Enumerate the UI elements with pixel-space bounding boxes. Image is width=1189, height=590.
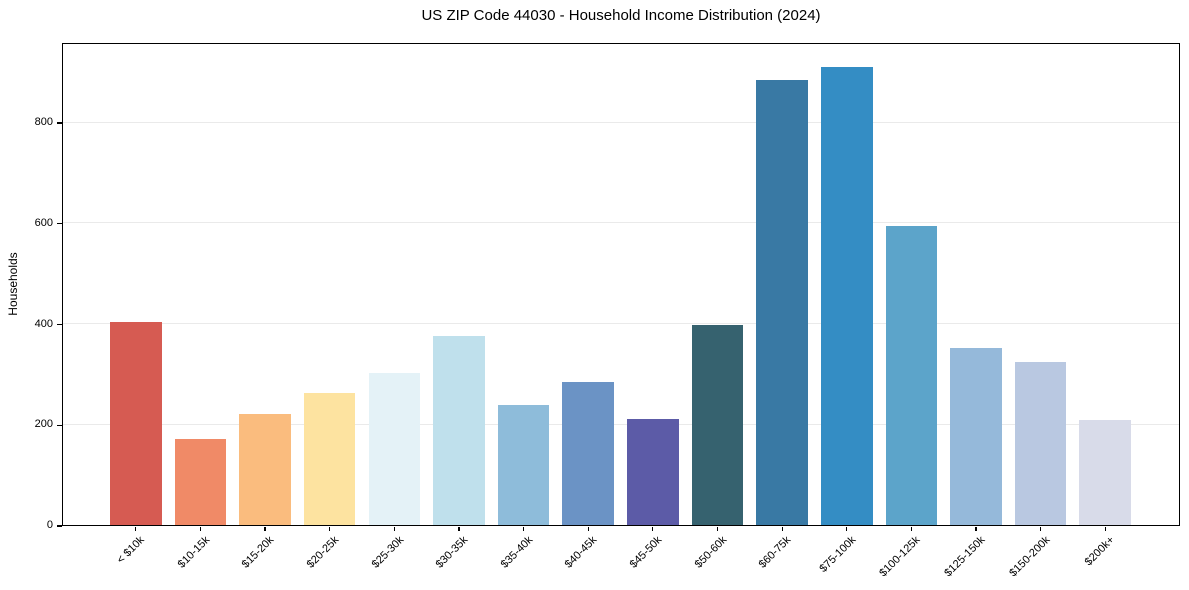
x-tick-label: $10-15k	[175, 534, 212, 571]
x-tick-mark	[975, 527, 977, 531]
x-tick-mark	[846, 527, 848, 531]
x-tick-label: $200k+	[1082, 534, 1117, 569]
x-tick-mark	[910, 527, 912, 531]
plot-area	[62, 43, 1180, 531]
x-tick-mark	[652, 527, 654, 531]
bar-$200k+	[1079, 419, 1132, 525]
y-tick-label: 200	[34, 418, 53, 431]
x-tick-mark	[716, 527, 719, 531]
x-tick-mark	[587, 527, 589, 531]
bar-$40-45k	[562, 382, 614, 525]
bar-$75-100k	[820, 66, 873, 525]
x-tick-label: $100-125k	[877, 534, 923, 580]
bar-< $10k	[110, 321, 162, 525]
chart-title: US ZIP Code 44030 - Household Income Dis…	[421, 7, 821, 24]
bar-$125-150k	[950, 348, 1002, 525]
x-tick-mark	[135, 527, 137, 531]
gridline	[63, 423, 1179, 425]
x-tick-mark	[264, 527, 266, 531]
y-tick-mark	[57, 122, 62, 124]
y-tick-mark	[57, 223, 62, 225]
y-axis-label: Households	[6, 252, 20, 316]
bar-$10-15k	[174, 438, 227, 525]
bar-$150-200k	[1014, 361, 1067, 525]
x-tick-mark	[781, 527, 783, 531]
bar-$100-125k	[885, 225, 938, 525]
x-tick-mark	[522, 527, 525, 531]
x-tick-mark	[1104, 527, 1106, 531]
bar-$25-30k	[368, 372, 421, 525]
x-tick-mark	[199, 527, 202, 531]
x-tick-mark	[329, 527, 331, 531]
bar-$20-25k	[303, 393, 356, 525]
x-tick-mark	[458, 527, 460, 531]
x-tick-label: $150-200k	[1006, 534, 1053, 580]
gridline	[63, 121, 1179, 123]
y-tick-mark	[57, 424, 62, 426]
gridline	[63, 323, 1179, 325]
gridline	[63, 222, 1179, 224]
y-tick-label: 600	[34, 216, 53, 229]
x-tick-label: $125-150k	[942, 534, 988, 580]
x-tick-label: $50-60k	[692, 534, 729, 571]
x-tick-label: $35-40k	[498, 534, 536, 571]
y-tick-mark	[57, 323, 62, 326]
bar-$15-20k	[239, 414, 291, 525]
x-tick-label: $30-35k	[433, 534, 471, 571]
x-tick-label: $20-25k	[304, 534, 342, 571]
y-tick-label: 0	[46, 519, 53, 531]
x-tick-label: $25-30k	[369, 534, 406, 571]
x-tick-mark	[1040, 527, 1042, 531]
x-tick-label: $60-75k	[756, 534, 794, 571]
y-tick-mark	[57, 525, 62, 527]
bar-$35-40k	[497, 405, 550, 525]
x-tick-mark	[393, 527, 395, 531]
bar-$45-50k	[627, 419, 679, 525]
bar-$60-75k	[756, 80, 808, 525]
y-tick-label: 400	[34, 317, 53, 330]
x-tick-label: < $10k	[115, 534, 148, 567]
x-tick-label: $15-20k	[239, 534, 277, 571]
x-tick-label: $45-50k	[627, 534, 665, 571]
x-tick-label: $40-45k	[563, 534, 600, 571]
bar-$30-35k	[433, 336, 485, 525]
bar-$50-60k	[691, 325, 744, 525]
y-tick-label: 800	[34, 116, 53, 129]
x-tick-label: $75-100k	[817, 534, 859, 575]
